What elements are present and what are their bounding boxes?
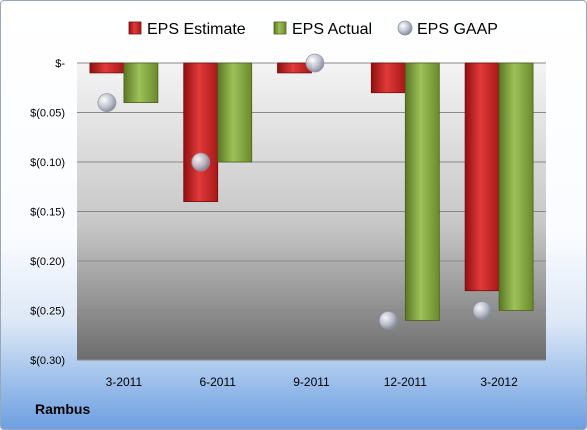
bar-eps-actual (217, 62, 253, 163)
y-tick-label: $(0.25) (30, 306, 65, 318)
y-tick-label: $(0.20) (30, 256, 65, 268)
company-label: Rambus (35, 401, 91, 417)
y-tick-label: $(0.30) (30, 355, 65, 367)
marker-eps-gaap (191, 152, 211, 172)
bar-eps-estimate (370, 62, 406, 94)
marker-eps-gaap (378, 310, 398, 330)
marker-eps-gaap (472, 301, 492, 320)
bar-eps-estimate (183, 62, 219, 203)
legend-eps-gaap-label: EPS GAAP (417, 21, 498, 38)
x-tick-label: 9-2011 (293, 375, 330, 389)
y-tick-label: $(0.15) (30, 207, 65, 219)
bar-eps-estimate (464, 62, 500, 292)
legend-eps-actual: EPS Actual (273, 21, 372, 38)
x-tick-label: 3-2011 (106, 375, 143, 389)
y-tick-label: $(0.05) (30, 108, 65, 120)
bar-eps-actual (123, 62, 159, 103)
legend-eps-gaap-swatch (397, 20, 413, 36)
x-tick-label: 3-2012 (480, 375, 518, 389)
x-tick-label: 6-2011 (199, 375, 236, 389)
legend-eps-estimate-label: EPS Estimate (147, 21, 246, 38)
bar-eps-estimate (89, 62, 125, 74)
bar-eps-actual (404, 62, 440, 321)
x-tick-label: 12-2011 (384, 375, 427, 389)
marker-eps-gaap (305, 53, 325, 73)
legend-eps-gaap: EPS GAAP (397, 20, 498, 38)
legend-eps-estimate-swatch (128, 21, 142, 35)
bar-eps-actual (498, 62, 534, 311)
legend-eps-actual-swatch (273, 21, 287, 35)
legend-eps-actual-label: EPS Actual (292, 21, 372, 38)
y-tick-label: $(0.10) (30, 157, 65, 169)
marker-eps-gaap (97, 93, 117, 112)
legend-eps-estimate: EPS Estimate (128, 21, 246, 38)
y-tick-label: $- (55, 58, 65, 70)
